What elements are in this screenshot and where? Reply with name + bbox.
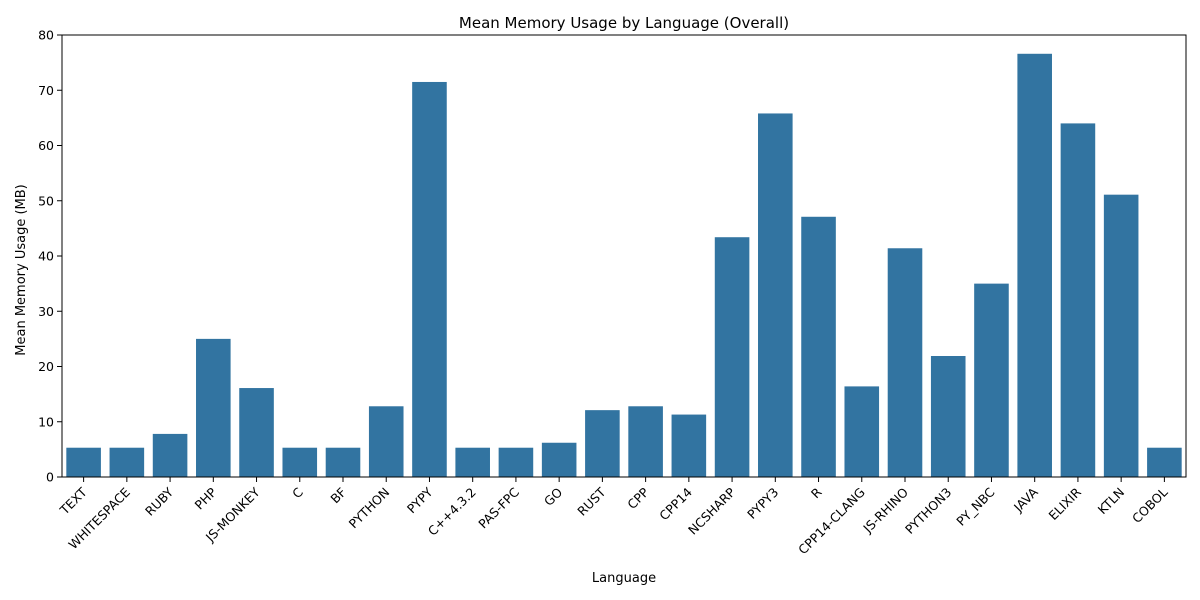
x-tick-label: CPP14 — [656, 484, 695, 523]
bar-c — [282, 447, 318, 477]
bar-cobol — [1147, 447, 1182, 477]
bar-pas-fpc — [498, 447, 534, 477]
y-axis-label: Mean Memory Usage (MB) — [14, 184, 29, 355]
bar-elixir — [1060, 123, 1096, 478]
x-tick-label: PHP — [192, 484, 220, 512]
bar-python — [368, 406, 404, 477]
bar-text — [66, 447, 101, 477]
bar-go — [541, 442, 577, 477]
y-tick-label: 60 — [38, 138, 54, 153]
bars-group — [66, 53, 1182, 478]
x-tick-label: KTLN — [1095, 485, 1128, 518]
x-tick-label: RUST — [574, 484, 608, 518]
plot-frame — [61, 34, 1187, 478]
bar-bf — [325, 447, 361, 477]
x-tick-label: TEXT — [56, 484, 90, 518]
bar-pypy — [412, 81, 447, 478]
y-tick-label: 80 — [38, 28, 54, 43]
bar-pypy3 — [758, 113, 793, 477]
x-tick-label: R — [808, 484, 825, 501]
x-axis-label: Language — [592, 571, 656, 586]
bar-cpp — [628, 406, 663, 477]
x-tick-label: PYPY — [404, 484, 436, 516]
bar-js-monkey — [239, 388, 274, 477]
y-tick-label: 40 — [38, 249, 54, 264]
bar-cpp14 — [671, 414, 707, 477]
chart-title: Mean Memory Usage by Language (Overall) — [459, 14, 789, 32]
x-tick-label: GO — [541, 484, 566, 509]
bar-python3 — [930, 356, 966, 477]
bar-ncsharp — [714, 237, 750, 477]
bar-php — [196, 338, 231, 477]
x-tick-label: PYTHON — [346, 485, 393, 532]
y-tick-label: 20 — [38, 359, 54, 374]
x-tick-label: PYTHON3 — [902, 485, 954, 537]
bar-r — [801, 216, 836, 477]
bar-rust — [585, 410, 620, 477]
x-tick-label: CPP — [624, 484, 652, 512]
x-tick-label: PY_NBC — [953, 484, 997, 528]
x-tick-label: CPP14-CLANG — [795, 485, 868, 558]
x-tick-label: C — [289, 484, 306, 501]
y-tick-label: 0 — [46, 470, 54, 485]
x-tick-label: JAVA — [1010, 484, 1041, 515]
y-tick-label: 30 — [38, 304, 54, 319]
bar-ruby — [152, 433, 188, 477]
bar-c++4.3.2 — [455, 447, 490, 477]
bar-py_nbc — [974, 283, 1009, 477]
x-tick-label: NCSHARP — [685, 484, 738, 537]
bar-java — [1017, 53, 1052, 477]
x-tick-label: RUBY — [142, 484, 176, 518]
y-tick-label: 10 — [38, 414, 54, 429]
y-tick-label: 70 — [38, 83, 54, 98]
x-tick-label: COBOL — [1129, 484, 1171, 526]
bar-whitespace — [109, 447, 145, 477]
y-tick-label: 50 — [38, 193, 54, 208]
x-tick-label: PAS-FPC — [475, 484, 522, 531]
y-axis: 0 10 20 30 40 50 60 70 80 — [38, 28, 62, 485]
bar-ktln — [1103, 194, 1139, 478]
bar-cpp14-clang — [844, 386, 880, 477]
x-tick-label: PYPY3 — [744, 485, 781, 522]
bar-js-rhino — [887, 248, 923, 477]
x-tick-label: BF — [327, 485, 349, 507]
x-tick-label: ELIXIR — [1046, 484, 1085, 523]
